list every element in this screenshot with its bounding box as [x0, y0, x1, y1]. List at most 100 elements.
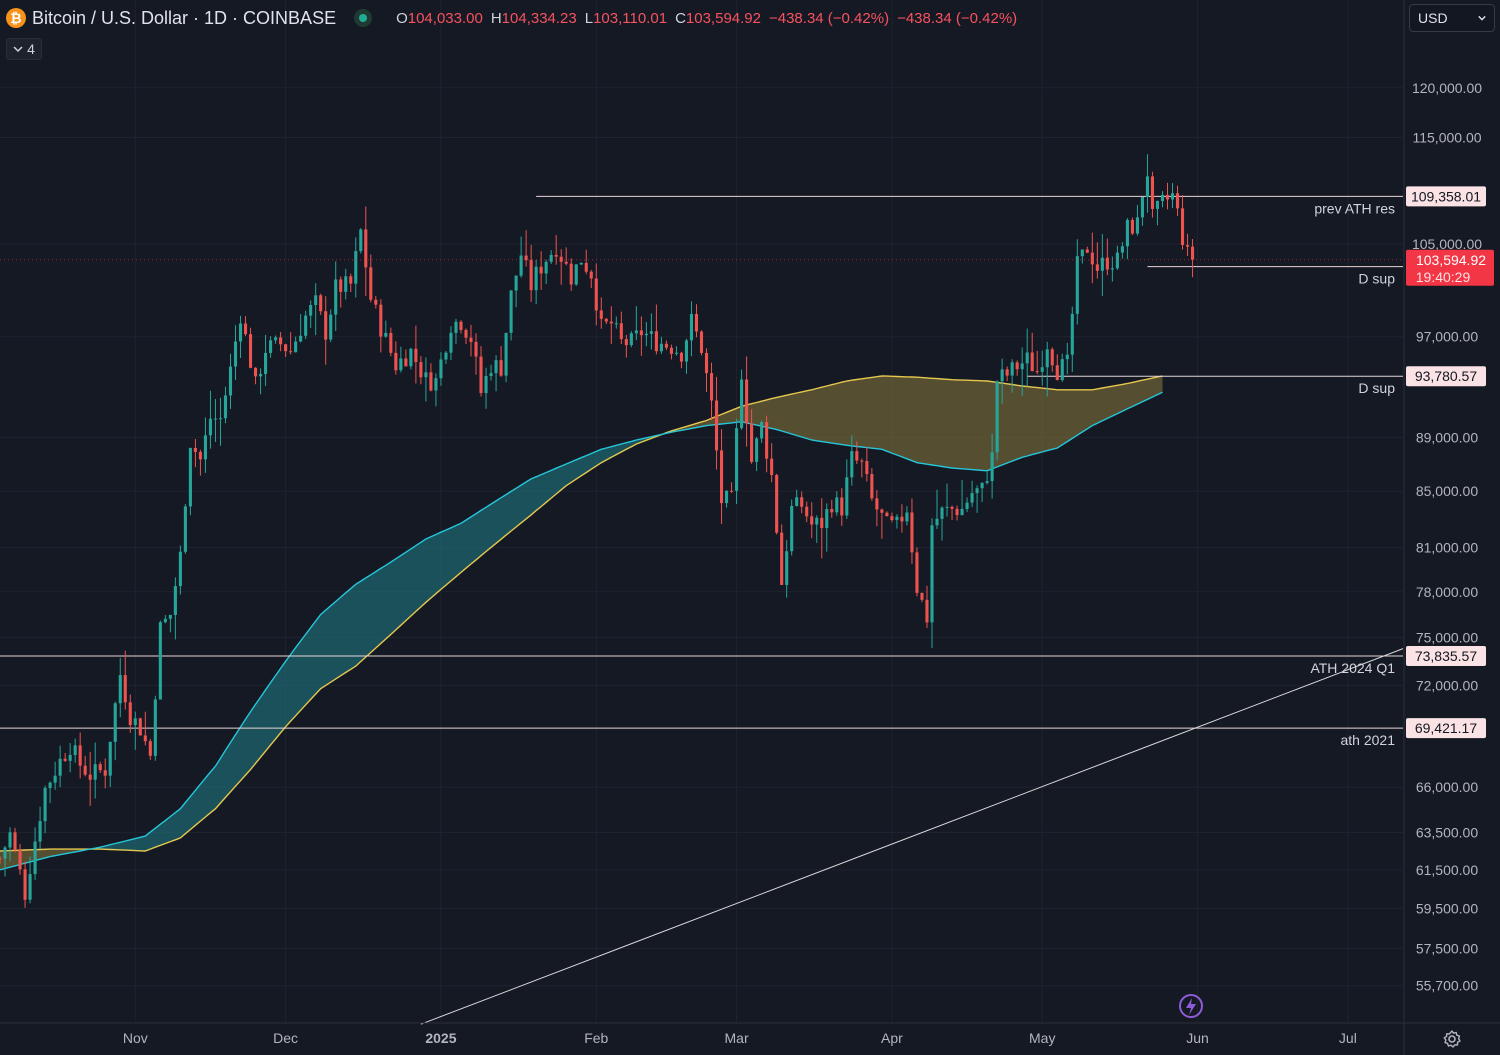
trendline-line[interactable] [420, 648, 1404, 1025]
candle-down [364, 206, 368, 297]
candle-down [639, 316, 643, 356]
candle-body [1140, 197, 1144, 218]
candle-down [248, 327, 253, 369]
candle-down [840, 488, 844, 526]
candle-body [554, 254, 558, 257]
candle-down [569, 258, 573, 291]
candle-up [163, 615, 167, 624]
candle-body [429, 372, 433, 391]
candle-body [1065, 354, 1069, 360]
candle-up [644, 322, 648, 347]
candle-up [203, 417, 207, 473]
candle-body [589, 271, 593, 279]
candle-up [424, 357, 428, 402]
candle-body [264, 352, 268, 374]
candle-body [1135, 217, 1139, 234]
candle-down [664, 340, 668, 350]
candle-body [534, 266, 538, 291]
candle-up [1075, 239, 1079, 325]
candle-body [243, 323, 248, 335]
candle-body [624, 339, 628, 346]
candle-down [349, 273, 353, 293]
candle-down [925, 585, 929, 628]
candle-down [915, 547, 919, 597]
candle-body [294, 341, 298, 353]
y-tick-label: 63,500.00 [1416, 824, 1478, 840]
ema-fast-line [0, 391, 1163, 871]
trendline[interactable] [420, 648, 1404, 1025]
settings-gear-icon[interactable] [1440, 1027, 1464, 1051]
y-tick-label: 85,000.00 [1416, 483, 1478, 499]
candle-down [750, 409, 754, 464]
candle-body [1000, 369, 1004, 382]
candle-body [1010, 362, 1014, 376]
candle-up [454, 318, 458, 344]
candle-up [534, 259, 538, 305]
candle-body [750, 423, 754, 462]
candle-body [584, 262, 588, 272]
candle-body [108, 741, 112, 776]
level-price-badge [1406, 186, 1486, 207]
candle-up [1120, 242, 1124, 259]
price-change-secondary: −438.34 (−0.42%) [897, 9, 1018, 27]
candle-up [444, 351, 448, 364]
candle-up [1045, 341, 1049, 397]
candle-body [1105, 257, 1109, 270]
market-status-icon[interactable] [354, 9, 373, 27]
x-tick-label: May [1029, 1030, 1055, 1046]
candle-body [28, 874, 32, 900]
candle-body [113, 703, 117, 742]
candle-down [604, 317, 608, 325]
level-name[interactable]: prev ATH res [1314, 200, 1395, 216]
candle-up [509, 290, 513, 341]
candle-down [1130, 217, 1134, 235]
candle-body [649, 331, 653, 334]
candle-down [745, 356, 749, 447]
candle-down [98, 761, 102, 773]
candle-body [1025, 352, 1029, 364]
candle-body [659, 343, 663, 352]
currency-select[interactable]: USD [1409, 4, 1495, 32]
candle-body [654, 331, 658, 352]
candle-up [1060, 353, 1064, 382]
candle-body [644, 333, 648, 336]
candle-down [589, 269, 593, 289]
candle-body [349, 276, 353, 284]
candle-body [780, 532, 784, 585]
candle-body [1165, 194, 1170, 200]
candle-down [619, 311, 623, 345]
candle-down [775, 473, 779, 535]
candle-body [459, 321, 463, 330]
candle-body [344, 276, 348, 292]
candle-body [1110, 268, 1114, 270]
candle-body [1130, 219, 1134, 234]
symbol-title[interactable]: Bitcoin / U.S. Dollar · 1D · COINBASE [32, 7, 337, 28]
candle-body [138, 718, 142, 736]
level-name[interactable]: D sup [1358, 380, 1395, 396]
candle-down [584, 249, 588, 275]
candle-down [860, 458, 864, 478]
candle-body [1180, 208, 1185, 246]
candle-up [188, 447, 192, 516]
candle-down [1150, 171, 1155, 218]
candle-down [1105, 238, 1109, 276]
candle-down [429, 363, 433, 392]
candle-down [128, 694, 132, 733]
level-name[interactable]: D sup [1358, 271, 1395, 287]
candle-up [1000, 358, 1004, 404]
candle-up [73, 738, 77, 763]
candle-body [639, 330, 643, 336]
indicators-toggle-button[interactable]: 4 [6, 38, 42, 60]
candle-body [364, 229, 368, 268]
candle-body [514, 275, 518, 291]
candle-up [1125, 218, 1129, 260]
candle-body [574, 264, 578, 285]
candle-down [289, 332, 293, 355]
lightning-icon[interactable] [1176, 992, 1204, 1020]
candle-body [43, 788, 47, 822]
candle-down [679, 351, 684, 369]
level-name[interactable]: ath 2021 [1341, 732, 1396, 748]
